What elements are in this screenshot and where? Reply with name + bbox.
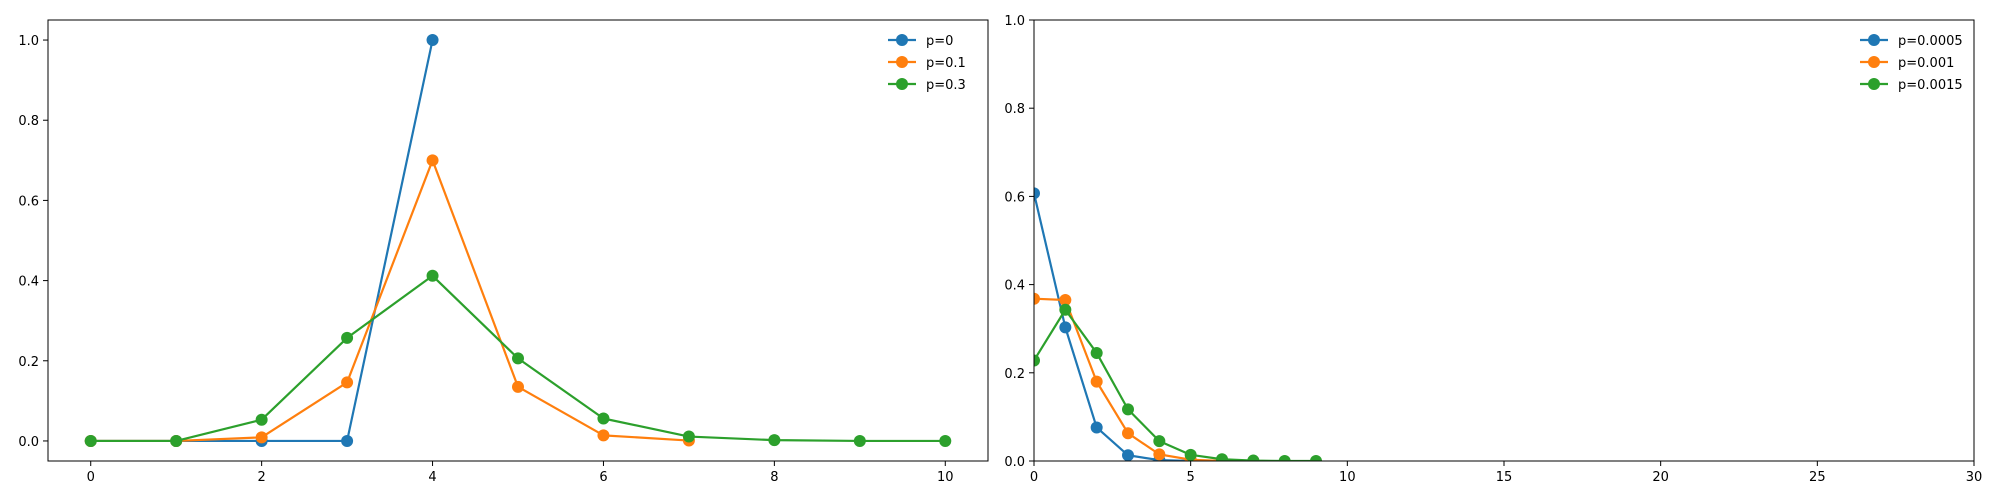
right-data-point: [1059, 303, 1072, 316]
left-data-point: [768, 434, 781, 447]
right-legend-label: p=0.001: [1898, 56, 1954, 71]
right-data-point: [1122, 403, 1134, 416]
left-data-point: [426, 154, 439, 167]
left-x-tick-label: 0: [87, 470, 95, 485]
right-data-point: [1090, 421, 1103, 434]
left-data-point: [426, 34, 439, 47]
left-legend-label: p=0.3: [926, 78, 966, 93]
left-data-point: [939, 434, 952, 447]
left-y-tick-label: 0.0: [18, 435, 39, 450]
right-data-point: [1034, 187, 1040, 200]
left-y-tick-label: 1.0: [18, 34, 39, 49]
right-series-line: [1034, 193, 1191, 461]
left-axes-frame: [47, 19, 989, 462]
left-x-tick-label: 10: [937, 470, 954, 485]
right-data-point: [1122, 427, 1134, 440]
chart-left: 0 2 4 6 8 10 0.0 0.2 0.4 0.6 0.8 1.0 p=0 p=0.1 p=0.3: [18, 19, 989, 485]
right-axes-frame: [1033, 19, 1975, 462]
right-x-tick-label: 15: [1496, 470, 1513, 485]
left-legend-marker: [896, 78, 908, 90]
left-x-tick-label: 6: [599, 470, 607, 485]
right-data-point: [1278, 455, 1291, 461]
right-y-tick-label: 0.4: [1004, 279, 1025, 294]
right-data-point: [1153, 435, 1166, 448]
left-y-tick-label: 0.2: [18, 355, 39, 370]
left-data-point: [597, 429, 610, 442]
left-data-point: [853, 434, 866, 447]
right-data-point: [1122, 449, 1134, 461]
right-legend-marker: [1868, 78, 1880, 90]
right-data-point: [1034, 354, 1040, 367]
right-y-tick-label: 0.0: [1004, 455, 1025, 470]
right-y-tick-label: 0.8: [1004, 102, 1025, 117]
right-data-point: [1034, 292, 1040, 305]
right-data-point: [1216, 453, 1228, 461]
right-x-tick-label: 10: [1339, 470, 1356, 485]
left-series-line: [90, 39, 434, 443]
chart-right: 0 5 10 15 20 25 30 0.0 0.2 0.4 0.6 0.8 1.0 p=0.0005 p=…: [1004, 14, 1982, 485]
right-legend-marker: [1868, 56, 1880, 68]
left-x-tick-label: 2: [257, 470, 265, 485]
left-data-point: [426, 269, 439, 282]
right-x-tick-label: 20: [1652, 470, 1669, 485]
right-data-point: [1090, 375, 1103, 388]
left-data-point: [512, 380, 524, 393]
left-data-point: [255, 413, 268, 426]
right-series-line: [1034, 308, 1316, 461]
left-data-point: [341, 331, 354, 344]
right-x-tick-label: 0: [1030, 470, 1038, 485]
right-data-point: [1310, 455, 1322, 461]
right-data-point: [1247, 454, 1260, 461]
right-data-point: [1059, 294, 1072, 307]
right-y-tick-label: 0.2: [1004, 367, 1025, 382]
right-legend-label: p=0.0015: [1898, 78, 1963, 93]
right-data-point: [1059, 321, 1072, 334]
left-y-tick-label: 0.8: [18, 114, 39, 129]
right-data-point: [1090, 346, 1103, 359]
left-data-point: [341, 376, 354, 389]
left-x-tick-label: 8: [770, 470, 778, 485]
right-legend-label: p=0.0005: [1898, 34, 1963, 49]
left-legend-label: p=0: [926, 34, 953, 49]
left-y-tick-label: 0.6: [18, 194, 39, 209]
left-data-point: [597, 412, 610, 425]
left-y-tick-label: 0.4: [18, 275, 39, 290]
left-data-point: [682, 430, 695, 443]
left-legend-label: p=0.1: [926, 56, 966, 71]
left-legend-marker: [896, 34, 908, 46]
right-x-tick-label: 5: [1187, 470, 1195, 485]
right-legend-marker: [1868, 34, 1880, 46]
left-data-point: [255, 431, 268, 444]
right-x-tick-label: 30: [1966, 470, 1983, 485]
left-data-point: [512, 352, 524, 365]
left-data-point: [170, 434, 183, 447]
left-series-line: [90, 159, 689, 443]
left-data-point: [84, 434, 97, 447]
right-y-tick-label: 0.6: [1004, 190, 1025, 205]
left-legend-marker: [896, 56, 908, 68]
right-x-tick-label: 25: [1809, 470, 1826, 485]
right-y-tick-label: 1.0: [1004, 14, 1025, 29]
left-data-point: [341, 434, 354, 447]
left-x-tick-label: 4: [428, 470, 436, 485]
right-data-point: [1153, 448, 1166, 461]
right-data-point: [1184, 448, 1197, 461]
